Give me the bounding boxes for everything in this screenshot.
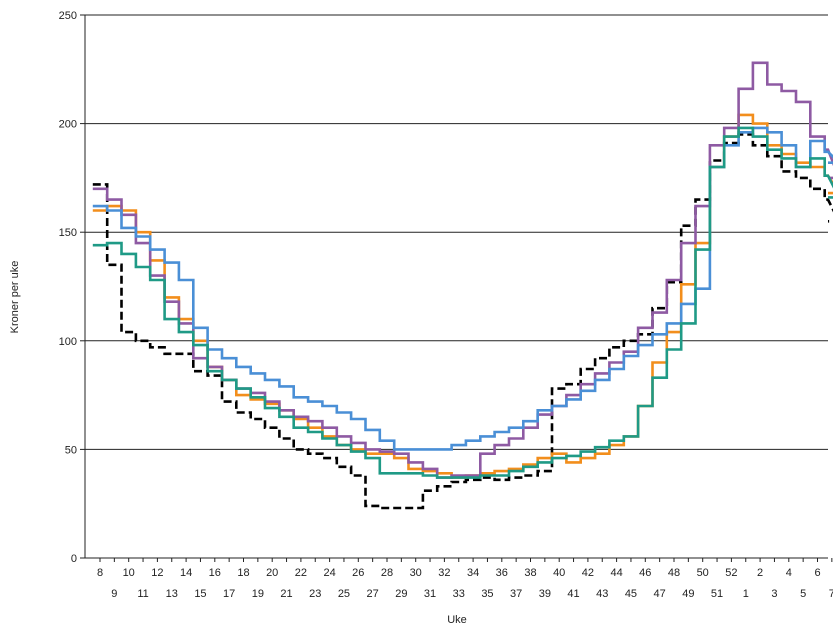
series-lines xyxy=(92,61,833,510)
x-tick-label: 31 xyxy=(424,588,436,600)
x-tick-label: 40 xyxy=(553,567,565,579)
y-tick-label: 100 xyxy=(59,336,77,348)
y-tick-label: 250 xyxy=(59,10,77,22)
x-tick-label: 9 xyxy=(111,588,117,600)
x-tick-label: 48 xyxy=(668,567,680,579)
series-line-5 xyxy=(92,126,833,479)
gridlines xyxy=(85,14,828,450)
y-tick-label: 150 xyxy=(59,227,77,239)
x-tick-label: 45 xyxy=(625,588,637,600)
x-tick-label: 43 xyxy=(596,588,608,600)
x-tick-label: 42 xyxy=(582,567,594,579)
x-tick-label: 23 xyxy=(309,588,321,600)
series-line-2 xyxy=(92,113,833,479)
x-tick-label: 27 xyxy=(367,588,379,600)
x-tick-label: 32 xyxy=(438,567,450,579)
y-tick-label: 200 xyxy=(59,119,77,131)
x-tick-label: 6 xyxy=(814,567,820,579)
x-tick-label: 47 xyxy=(654,588,666,600)
x-tick-label: 24 xyxy=(323,567,335,579)
x-tick-label: 19 xyxy=(252,588,264,600)
x-tick-label: 34 xyxy=(467,567,479,579)
x-tick-label: 44 xyxy=(610,567,622,579)
x-tick-label: 26 xyxy=(352,567,364,579)
x-tick-label: 29 xyxy=(395,588,407,600)
series-line-4 xyxy=(92,126,833,451)
y-axis-ticks: 0 50 100 150 200 250 xyxy=(59,10,85,565)
x-tick-label: 46 xyxy=(639,567,651,579)
x-tick-label: 33 xyxy=(453,588,465,600)
x-tick-label: 21 xyxy=(280,588,292,600)
axes xyxy=(84,15,828,559)
x-tick-label: 35 xyxy=(481,588,493,600)
x-tick-label: 52 xyxy=(725,567,737,579)
x-tick-label: 3 xyxy=(771,588,777,600)
x-tick-label: 22 xyxy=(295,567,307,579)
x-tick-label: 28 xyxy=(381,567,393,579)
x-tick-label: 13 xyxy=(166,588,178,600)
x-tick-label: 7 xyxy=(829,588,833,600)
x-tick-label: 20 xyxy=(266,567,278,579)
x-tick-label: 8 xyxy=(97,567,103,579)
x-tick-label: 25 xyxy=(338,588,350,600)
x-tick-label: 16 xyxy=(209,567,221,579)
x-tick-label: 49 xyxy=(682,588,694,600)
x-tick-label: 51 xyxy=(711,588,723,600)
x-tick-label: 18 xyxy=(237,567,249,579)
x-tick-label: 14 xyxy=(180,567,192,579)
y-axis-title: Kroner per uke xyxy=(9,261,21,334)
series-line-1 xyxy=(92,133,833,510)
x-tick-label: 11 xyxy=(137,588,148,600)
x-tick-label: 41 xyxy=(567,588,579,600)
x-tick-label: 50 xyxy=(697,567,709,579)
x-axis-title: Uke xyxy=(447,614,467,626)
series-line-3 xyxy=(92,61,833,479)
y-tick-label: 50 xyxy=(65,444,77,456)
y-tick-label: 0 xyxy=(71,553,77,565)
x-tick-label: 1 xyxy=(743,588,749,600)
x-tick-label: 38 xyxy=(524,567,536,579)
x-tick-label: 5 xyxy=(800,588,806,600)
x-tick-label: 2 xyxy=(757,567,763,579)
x-tick-label: 36 xyxy=(496,567,508,579)
x-tick-label: 37 xyxy=(510,588,522,600)
x-tick-label: 17 xyxy=(223,588,235,600)
x-tick-label: 10 xyxy=(123,567,135,579)
x-axis-ticks: 8910111213141516171819202122232425262728… xyxy=(97,558,833,600)
x-tick-label: 30 xyxy=(410,567,422,579)
x-tick-label: 12 xyxy=(151,567,163,579)
x-tick-label: 15 xyxy=(194,588,206,600)
x-tick-label: 39 xyxy=(539,588,551,600)
x-tick-label: 4 xyxy=(786,567,792,579)
